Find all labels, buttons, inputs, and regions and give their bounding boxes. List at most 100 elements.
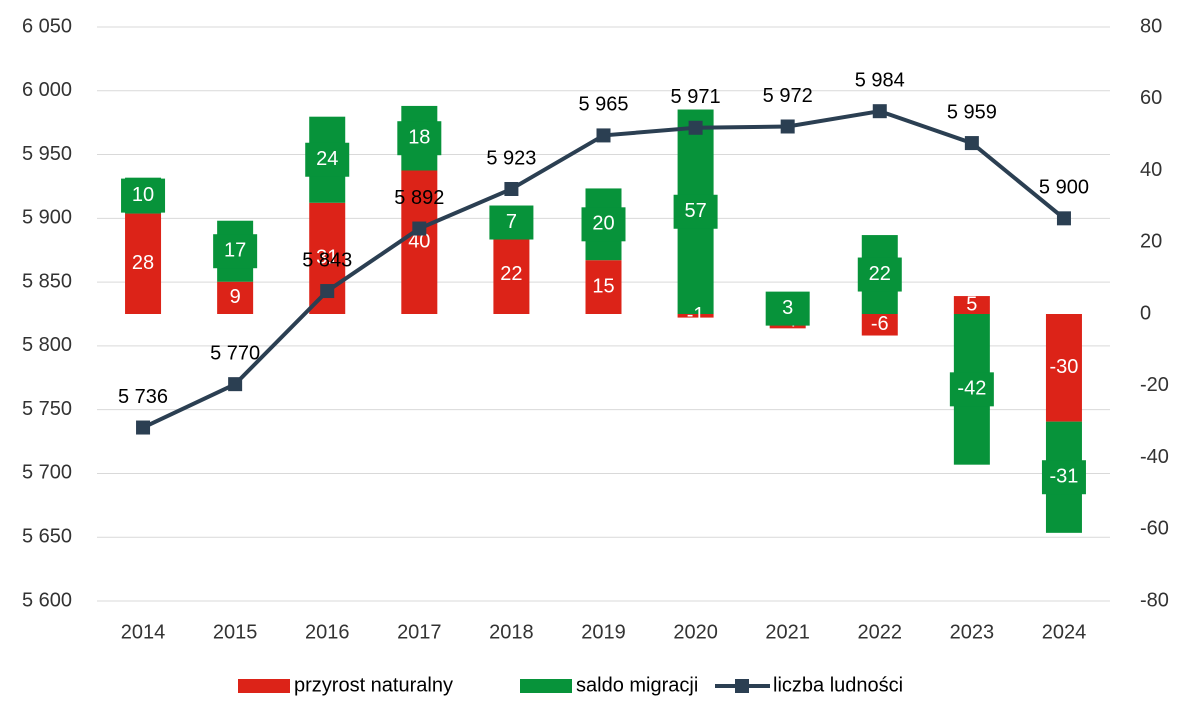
line-value-label: 5 900 bbox=[1039, 177, 1089, 199]
bar-value-label: 31 bbox=[316, 247, 338, 269]
line-value-label: 5 984 bbox=[855, 69, 905, 91]
bar-value-label: 40 bbox=[408, 231, 430, 253]
label-box bbox=[765, 291, 810, 326]
label-box bbox=[121, 178, 166, 213]
x-tick-label: 2020 bbox=[673, 621, 718, 643]
line-marker bbox=[136, 420, 151, 435]
y-tick-label: 6 000 bbox=[22, 79, 72, 101]
x-tick-label: 2022 bbox=[858, 621, 903, 643]
bar bbox=[125, 213, 162, 314]
line-marker bbox=[872, 104, 887, 119]
line-value-label: 5 770 bbox=[210, 342, 260, 364]
y2-tick-label: 0 bbox=[1140, 302, 1151, 324]
label-box bbox=[673, 194, 718, 229]
label-box bbox=[489, 205, 534, 240]
bar-value-label: -1 bbox=[687, 304, 705, 326]
line-value-label: 5 965 bbox=[578, 94, 628, 116]
y-tick-label: 5 900 bbox=[22, 207, 72, 229]
line-value-label: 5 959 bbox=[947, 101, 997, 123]
bar bbox=[217, 281, 254, 314]
bar-value-label: 22 bbox=[500, 263, 522, 285]
bar-value-label: 28 bbox=[132, 252, 154, 274]
x-tick-label: 2014 bbox=[121, 621, 166, 643]
bar-value-label: -30 bbox=[1050, 356, 1079, 378]
legend-label: przyrost naturalny bbox=[294, 674, 453, 696]
line-marker bbox=[688, 120, 703, 135]
x-tick-label: 2018 bbox=[489, 621, 534, 643]
bar-value-label: -31 bbox=[1050, 466, 1079, 488]
line-marker bbox=[780, 119, 795, 134]
bar-value-label: 10 bbox=[132, 184, 154, 206]
line-value-label: 5 971 bbox=[671, 86, 721, 108]
bar-value-label: 5 bbox=[966, 293, 977, 315]
x-tick-label: 2024 bbox=[1042, 621, 1087, 643]
bar-value-label: 15 bbox=[592, 275, 614, 297]
label-box bbox=[949, 372, 994, 407]
bar-value-label: 17 bbox=[224, 240, 246, 262]
line-value-label: 5 843 bbox=[302, 249, 352, 271]
line-value-label: 5 736 bbox=[118, 386, 168, 408]
y2-tick-label: -60 bbox=[1140, 518, 1169, 540]
y2-tick-label: 60 bbox=[1140, 87, 1162, 109]
bar-value-label: 3 bbox=[782, 297, 793, 319]
y2-tick-label: -80 bbox=[1140, 589, 1169, 611]
line-marker bbox=[964, 136, 979, 151]
y-tick-label: 5 950 bbox=[22, 143, 72, 165]
bar-value-label: 20 bbox=[592, 213, 614, 235]
label-box bbox=[213, 234, 258, 269]
line-value-label: 5 972 bbox=[763, 85, 813, 107]
label-box bbox=[857, 257, 902, 292]
bar bbox=[1045, 314, 1082, 422]
y2-tick-label: 20 bbox=[1140, 231, 1162, 253]
legend-label: liczba ludności bbox=[773, 674, 903, 696]
x-tick-label: 2019 bbox=[581, 621, 626, 643]
x-tick-label: 2015 bbox=[213, 621, 258, 643]
y2-tick-label: 80 bbox=[1140, 15, 1162, 37]
bar-value-label: 18 bbox=[408, 126, 430, 148]
x-tick-label: 2021 bbox=[765, 621, 810, 643]
y-tick-label: 5 750 bbox=[22, 398, 72, 420]
bar bbox=[493, 235, 530, 314]
y2-tick-label: -20 bbox=[1140, 374, 1169, 396]
line-value-label: 5 923 bbox=[486, 147, 536, 169]
bar bbox=[953, 296, 990, 314]
bar-value-label: 9 bbox=[230, 286, 241, 308]
line-marker bbox=[504, 181, 519, 196]
label-box bbox=[1041, 460, 1086, 495]
y-tick-label: 5 600 bbox=[22, 589, 72, 611]
x-tick-label: 2017 bbox=[397, 621, 442, 643]
y-tick-label: 5 700 bbox=[22, 462, 72, 484]
x-tick-label: 2016 bbox=[305, 621, 350, 643]
bar-value-label: -6 bbox=[871, 313, 889, 335]
line-marker bbox=[412, 221, 427, 236]
line-marker bbox=[1056, 211, 1071, 226]
bar bbox=[677, 314, 714, 318]
bar-value-label: 22 bbox=[869, 263, 891, 285]
y2-tick-label: -40 bbox=[1140, 446, 1169, 468]
y-tick-label: 5 850 bbox=[22, 270, 72, 292]
bar-value-label: -42 bbox=[957, 378, 986, 400]
bar bbox=[401, 170, 438, 314]
y2-tick-label: 40 bbox=[1140, 159, 1162, 181]
y-tick-label: 6 050 bbox=[22, 15, 72, 37]
legend-swatch bbox=[238, 679, 290, 693]
bar bbox=[585, 260, 622, 314]
y-tick-label: 5 650 bbox=[22, 526, 72, 548]
label-box bbox=[397, 121, 442, 156]
label-box bbox=[581, 207, 626, 242]
label-box bbox=[305, 142, 350, 177]
line-marker bbox=[596, 128, 611, 143]
bar-value-label: 7 bbox=[506, 211, 517, 233]
bar bbox=[861, 314, 898, 336]
bar-value-label: 57 bbox=[684, 200, 706, 222]
line-marker bbox=[320, 284, 335, 299]
legend-swatch bbox=[520, 679, 572, 693]
legend-swatch bbox=[735, 679, 749, 693]
y-tick-label: 5 800 bbox=[22, 334, 72, 356]
line-value-label: 5 892 bbox=[394, 187, 444, 209]
legend-label: saldo migracji bbox=[576, 674, 698, 696]
x-tick-label: 2023 bbox=[950, 621, 995, 643]
bar-value-label: 24 bbox=[316, 148, 338, 170]
line-marker bbox=[228, 377, 243, 392]
